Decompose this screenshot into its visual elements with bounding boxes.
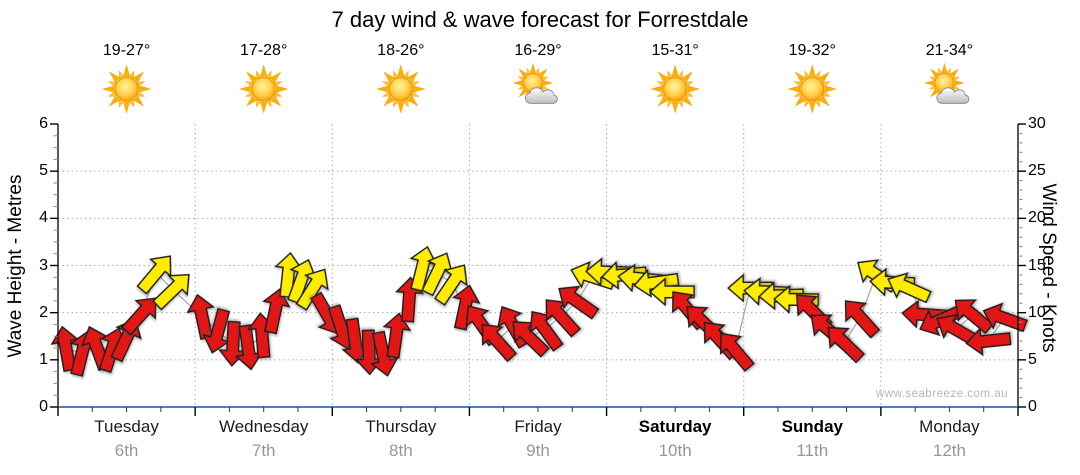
- sunny-icon: [376, 64, 426, 114]
- day-name-label: Monday: [919, 417, 980, 436]
- right-axis-tick-label: 20: [1028, 209, 1046, 227]
- right-axis-tick-label: 0: [1028, 398, 1037, 415]
- day-name-label: Wednesday: [218, 417, 309, 436]
- day-date-label: 8th: [389, 441, 413, 460]
- partly-cloudy-icon: [924, 62, 970, 104]
- day-date-label: 6th: [114, 441, 139, 460]
- right-axis-tick-label: 10: [1028, 303, 1046, 321]
- chart-title: 7 day wind & wave forecast for Forrestda…: [331, 7, 749, 32]
- day-temp-label: 19-27°: [102, 42, 151, 59]
- sunny-icon: [239, 64, 289, 114]
- left-axis-tick-label: 4: [39, 209, 48, 227]
- right-axis-tick-label: 15: [1028, 256, 1046, 274]
- day-name-label: Saturday: [638, 417, 712, 436]
- left-axis-tick-label: 5: [39, 162, 48, 180]
- right-axis-tick-label: 30: [1028, 115, 1046, 132]
- left-axis-tick-label: 6: [39, 115, 48, 132]
- day-date-label: 12th: [932, 441, 966, 460]
- day-date-label: 9th: [526, 441, 550, 460]
- day-temp-label: 16-29°: [514, 42, 562, 59]
- sunny-icon: [650, 64, 700, 114]
- day-date-label: 7th: [251, 441, 276, 460]
- partly-cloudy-icon: [512, 62, 558, 104]
- axes-and-ticks: [50, 123, 1026, 416]
- weather-icons: [102, 62, 970, 114]
- day-temp-label: 17-28°: [240, 42, 288, 59]
- right-axis-tick-label: 5: [1028, 350, 1037, 368]
- sunny-icon: [102, 64, 152, 114]
- left-axis-tick-label: 1: [39, 350, 48, 368]
- day-temp-label: 19-32°: [788, 42, 836, 59]
- day-name-label: Friday: [514, 417, 562, 436]
- left-axis-tick-label: 3: [39, 256, 48, 274]
- left-axis-tick-label: 0: [39, 398, 48, 415]
- day-name-label: Thursday: [365, 417, 437, 436]
- day-temp-label: 15-31°: [651, 42, 699, 59]
- day-date-label: 11th: [796, 441, 829, 460]
- day-date-label: 10th: [658, 441, 692, 460]
- day-temp-label: 21-34°: [925, 42, 974, 59]
- left-axis-tick-label: 2: [39, 303, 48, 321]
- sunny-icon: [787, 64, 837, 114]
- day-name-label: Sunday: [781, 417, 843, 436]
- day-temp-label: 18-26°: [377, 42, 425, 59]
- day-name-label: Tuesday: [94, 417, 159, 436]
- wind-arrows: [48, 243, 1031, 380]
- right-axis-tick-label: 25: [1028, 162, 1046, 180]
- watermark: www.seabreeze.com.au: [875, 388, 1008, 400]
